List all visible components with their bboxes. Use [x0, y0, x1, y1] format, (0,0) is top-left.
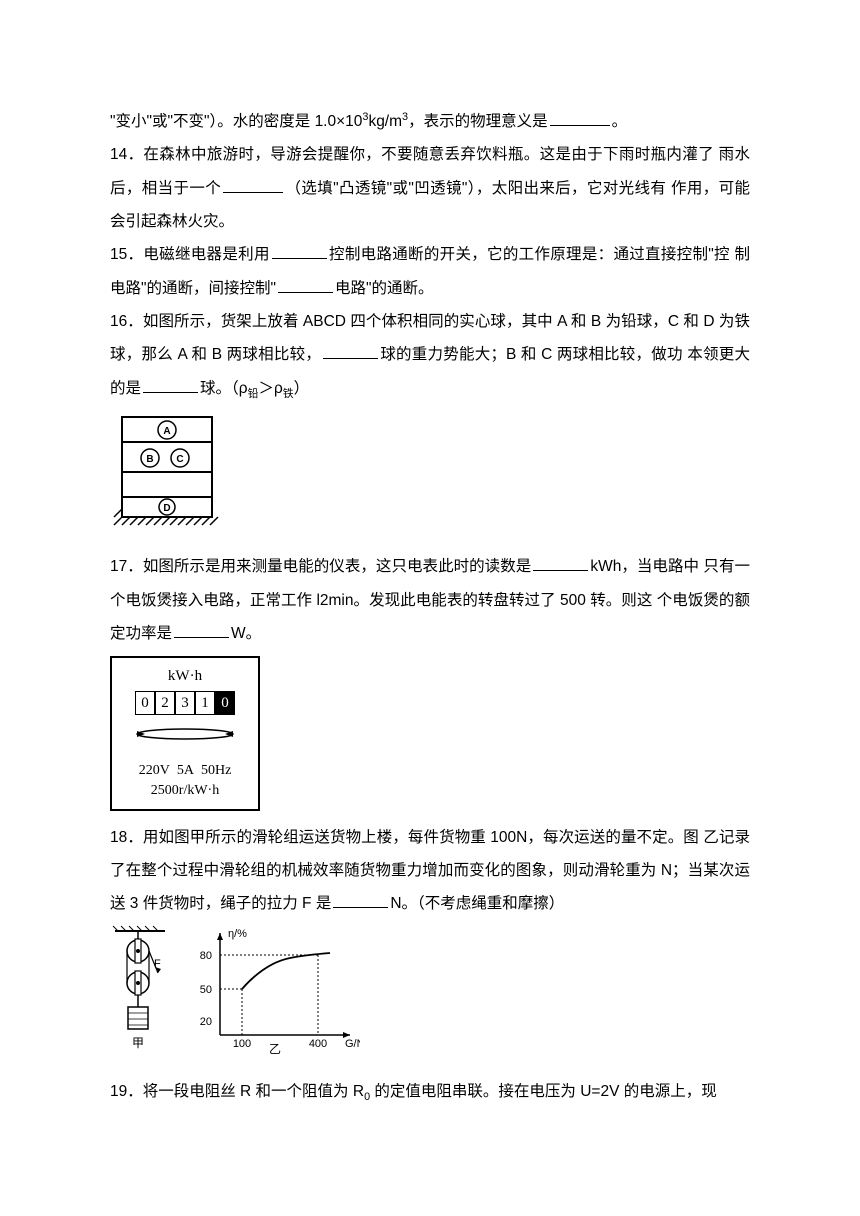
q18-blank1 — [333, 893, 388, 909]
meter-rate: 2500r/kW·h — [118, 781, 252, 801]
q16-sub1: 铅 — [248, 388, 259, 400]
q18-figures: F 甲 η/% 80 50 20 100 400 G/N 乙 — [110, 925, 750, 1067]
q16-sub2: 铁 — [283, 388, 294, 400]
svg-text:乙: 乙 — [269, 1042, 281, 1055]
svg-text:80: 80 — [200, 950, 212, 962]
q15-blank1 — [272, 244, 327, 260]
q16-line3b: 球。（ρ — [200, 380, 248, 397]
q17-blank2 — [174, 622, 229, 638]
q19-line1a: 19．将一段电阻丝 R 和一个阻值为 R — [110, 1083, 364, 1100]
q14-line2b: （选填"凸透镜"或"凹透镜"），太阳出来后，它对光线有 — [285, 180, 666, 197]
q14-blank1 — [223, 177, 283, 193]
q15: 15．电磁继电器是利用控制电路通断的开关，它的工作原理是：通过直接控制"控 制电… — [110, 238, 750, 305]
q15-line1a: 15．电磁继电器是利用 — [110, 246, 270, 263]
svg-text:C: C — [176, 454, 183, 465]
meter-d2: 3 — [175, 691, 195, 715]
q17-line1b: kWh，当电路中 — [590, 558, 699, 575]
svg-text:η/%: η/% — [228, 928, 247, 940]
meter-disc-icon — [130, 725, 240, 743]
svg-text:A: A — [163, 426, 170, 437]
q13-frag3: ，表示的物理意义是 — [408, 113, 548, 130]
q18: 18．用如图甲所示的滑轮组运送货物上楼，每件货物重 100N，每次运送的量不定。… — [110, 821, 750, 921]
q17-line1a: 17．如图所示是用来测量电能的仪表，这只电表此时的读数是 — [110, 558, 531, 575]
shelf-figure: A B C D — [110, 412, 230, 544]
svg-text:50: 50 — [200, 984, 212, 996]
meter-specs: 220V 5A 50Hz — [118, 761, 252, 781]
svg-text:G/N: G/N — [345, 1038, 360, 1050]
q13-blank — [550, 111, 610, 127]
q15-blank2 — [278, 277, 333, 293]
q13-tail: "变小"或"不变"）。水的密度是 1.0×103kg/m3，表示的物理意义是。 — [110, 105, 750, 138]
q14-line1: 14．在森林中旅游时，导游会提醒你，不要随意丢弃饮料瓶。这是由于下雨时瓶内灌了 — [110, 146, 714, 163]
q16: 16．如图所示，货架上放着 ABCD 四个体积相同的实心球，其中 A 和 B 为… — [110, 305, 750, 406]
q16-blank2 — [143, 377, 198, 393]
q16-blank1 — [323, 344, 378, 360]
q15-line2b: 电路"的通断。 — [335, 280, 434, 297]
meter-d0: 0 — [135, 691, 155, 715]
svg-text:B: B — [146, 454, 153, 465]
meter-display: 0 2 3 1 0 — [118, 691, 252, 715]
svg-text:400: 400 — [309, 1038, 327, 1050]
q13-frag4: 。 — [612, 113, 628, 130]
q13-frag2: kg/m — [368, 113, 402, 130]
q18-line1: 18．用如图甲所示的滑轮组运送货物上楼，每件货物重 100N，每次运送的量不定。… — [110, 829, 699, 846]
q17-line3b: W。 — [231, 625, 261, 642]
q17: 17．如图所示是用来测量电能的仪表，这只电表此时的读数是kWh，当电路中 只有一… — [110, 550, 750, 650]
svg-text:甲: 甲 — [132, 1036, 144, 1050]
q16-line3c: ＞ρ — [258, 380, 282, 397]
pulley-figure: F 甲 — [110, 925, 170, 1067]
q14: 14．在森林中旅游时，导游会提醒你，不要随意丢弃饮料瓶。这是由于下雨时瓶内灌了 … — [110, 138, 750, 238]
svg-text:100: 100 — [233, 1038, 251, 1050]
q18-line3b: N。（不考虑绳重和摩擦） — [390, 895, 564, 912]
q16-line2b: 球的重力势能大；B 和 C 两球相比较，做功 — [380, 346, 683, 363]
q19-line1b: 的定值电阻串联。接在电压为 U=2V 的电源上，现 — [370, 1083, 717, 1100]
svg-text:D: D — [163, 503, 170, 514]
svg-text:20: 20 — [200, 1016, 212, 1028]
meter-d1: 2 — [155, 691, 175, 715]
q16-line3d: ） — [294, 380, 310, 397]
meter-unit: kW·h — [118, 666, 252, 687]
meter-d3: 1 — [195, 691, 215, 715]
efficiency-graph: η/% 80 50 20 100 400 G/N 乙 — [190, 925, 360, 1067]
q13-frag1: "变小"或"不变"）。水的密度是 1.0×10 — [110, 113, 362, 130]
q19: 19．将一段电阻丝 R 和一个阻值为 R0 的定值电阻串联。接在电压为 U=2V… — [110, 1075, 750, 1109]
q15-line1b: 控制电路通断的开关，它的工作原理是：通过直接控制"控 — [329, 246, 730, 263]
q17-blank1 — [533, 556, 588, 572]
meter-figure: kW·h 0 2 3 1 0 220V 5A 50Hz 2500r/kW·h — [110, 656, 260, 811]
meter-d4: 0 — [215, 691, 235, 715]
q16-line1: 16．如图所示，货架上放着 ABCD 四个体积相同的实心球，其中 A 和 B 为… — [110, 313, 715, 330]
